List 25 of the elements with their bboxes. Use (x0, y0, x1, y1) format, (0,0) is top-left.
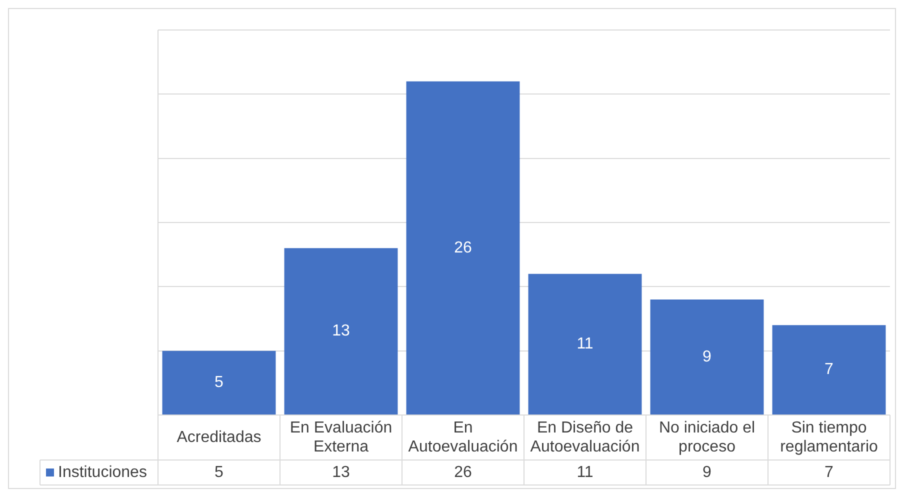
data-label: 13 (332, 464, 350, 481)
annotation: 11 (576, 336, 594, 353)
x-tick-label: En Evaluación Externa (290, 419, 392, 456)
legend-label: Instituciones (58, 464, 147, 481)
annotation: 9 (702, 348, 712, 366)
annotation: 13 (332, 322, 350, 340)
data-label: 26 (454, 464, 472, 481)
annotation: 26 (454, 239, 472, 256)
bar (162, 350, 276, 414)
bar (284, 248, 398, 414)
x-tick-label: En Diseño de Autoevaluación (530, 419, 640, 456)
data-label: 11 (576, 464, 594, 481)
bar (406, 81, 520, 414)
bar (772, 325, 886, 414)
x-tick-label: Acreditadas (176, 428, 262, 446)
bar (650, 300, 764, 414)
x-tick-label: En Autoevaluación (408, 419, 518, 456)
x-tick-label: Sin tiempo reglamentario (780, 419, 878, 456)
data-label: 7 (824, 464, 834, 481)
x-tick-label: No iniciado el proceso (658, 419, 756, 456)
bar (528, 274, 642, 414)
data-label: 5 (214, 464, 224, 481)
data-label: 9 (702, 464, 712, 481)
annotation: 7 (824, 361, 834, 378)
annotation: 5 (214, 374, 224, 392)
